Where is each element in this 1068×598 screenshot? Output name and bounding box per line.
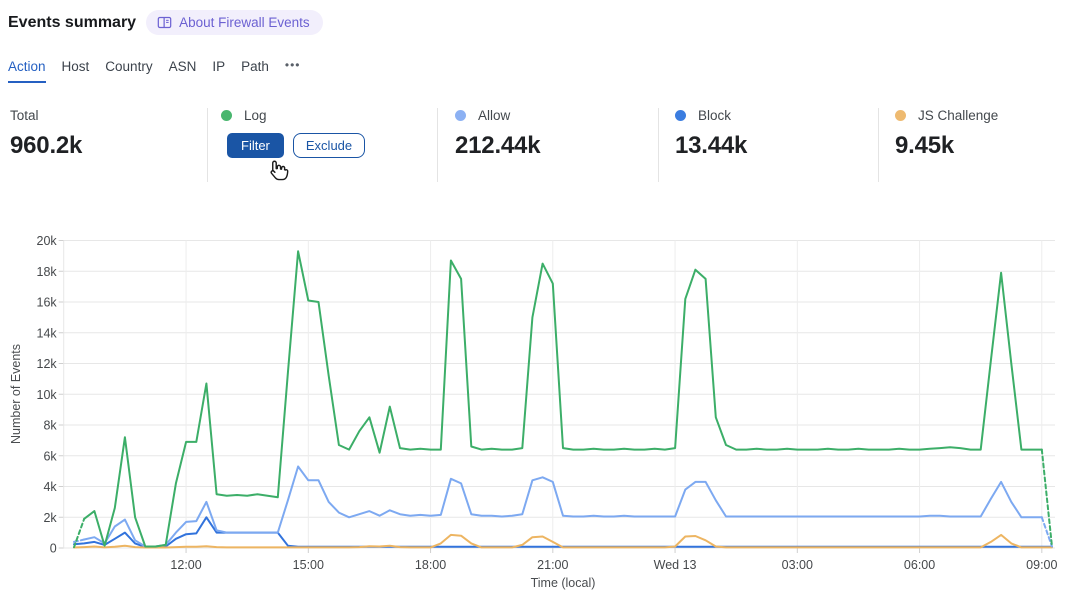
- y-tick-label: 14k: [37, 326, 58, 340]
- x-tick-label: Wed 13: [654, 558, 697, 572]
- y-tick-label: 20k: [37, 234, 58, 248]
- stat-log: Log Filter Exclude: [221, 108, 366, 158]
- x-tick-label: 12:00: [170, 558, 201, 572]
- filter-button[interactable]: Filter: [227, 133, 284, 158]
- tab-host[interactable]: Host: [61, 59, 90, 74]
- stat-divider: [878, 108, 879, 182]
- tab-path[interactable]: Path: [241, 59, 269, 74]
- x-tick-label: 09:00: [1026, 558, 1057, 572]
- x-tick-label: 18:00: [415, 558, 446, 572]
- js-challenge-series-dot: [895, 110, 906, 121]
- x-tick-label: 21:00: [537, 558, 568, 572]
- stat-js-challenge: JS Challenge 9.45k: [895, 108, 998, 160]
- stat-block: Block 13.44k: [675, 108, 747, 160]
- x-tick-label: 06:00: [904, 558, 935, 572]
- stat-allow-value: 212.44k: [455, 132, 541, 159]
- about-firewall-events-badge[interactable]: About Firewall Events: [146, 10, 323, 35]
- series-line-allow: [83, 465, 1043, 548]
- book-icon: [157, 15, 172, 30]
- y-tick-label: 12k: [37, 357, 58, 371]
- y-tick-label: 18k: [37, 265, 58, 279]
- stat-total-value: 960.2k: [10, 132, 83, 159]
- series-line-log: [1040, 448, 1053, 548]
- y-tick-label: 2k: [43, 511, 57, 525]
- tab-country[interactable]: Country: [105, 59, 153, 74]
- y-tick-label: 0: [50, 542, 57, 556]
- summary-tabs: Action Host Country ASN IP Path •••: [8, 58, 301, 83]
- stat-total-label: Total: [10, 108, 39, 123]
- stat-divider: [658, 108, 659, 182]
- tab-asn[interactable]: ASN: [168, 59, 197, 74]
- x-tick-label: 15:00: [293, 558, 324, 572]
- y-tick-label: 4k: [43, 480, 57, 494]
- stat-js-challenge-value: 9.45k: [895, 132, 955, 159]
- stat-divider: [437, 108, 438, 182]
- block-series-dot: [675, 110, 686, 121]
- stat-allow: Allow 212.44k: [455, 108, 541, 160]
- series-line-log: [73, 517, 86, 549]
- y-tick-label: 6k: [43, 449, 57, 463]
- y-tick-label: 8k: [43, 419, 57, 433]
- y-tick-label: 10k: [37, 388, 58, 402]
- events-time-series-chart[interactable]: 0 2k 4k 6k 8k 10k 12k 14k 16k 18k 20k 12:00 15:00 18:…: [0, 230, 1068, 598]
- y-tick-label: 16k: [37, 296, 58, 310]
- series-line-js-challenge: [73, 533, 1053, 549]
- exclude-button[interactable]: Exclude: [292, 133, 366, 158]
- hand-cursor-icon: [263, 158, 289, 189]
- series-line-allow: [73, 538, 86, 543]
- page-title: Events summary: [8, 13, 137, 31]
- x-axis-title: Time (local): [531, 576, 596, 590]
- stat-allow-label: Allow: [478, 108, 511, 123]
- page-header: Events summary About Firewall Events: [8, 10, 323, 35]
- stat-js-challenge-label: JS Challenge: [918, 108, 999, 123]
- log-series-dot: [221, 110, 232, 121]
- x-tick-label: 03:00: [782, 558, 813, 572]
- series-line-allow: [1040, 516, 1053, 548]
- stat-log-label: Log: [244, 108, 267, 123]
- series-line-log: [83, 250, 1043, 548]
- stat-block-value: 13.44k: [675, 132, 748, 159]
- about-badge-label: About Firewall Events: [179, 15, 310, 30]
- stat-total: Total 960.2k: [10, 108, 82, 160]
- tab-ip[interactable]: IP: [212, 59, 226, 74]
- more-tabs-ellipsis-icon[interactable]: •••: [284, 58, 301, 72]
- y-axis-title: Number of Events: [9, 344, 23, 444]
- stat-divider: [207, 108, 208, 182]
- allow-series-dot: [455, 110, 466, 121]
- stat-block-label: Block: [698, 108, 732, 123]
- tab-action[interactable]: Action: [8, 59, 46, 83]
